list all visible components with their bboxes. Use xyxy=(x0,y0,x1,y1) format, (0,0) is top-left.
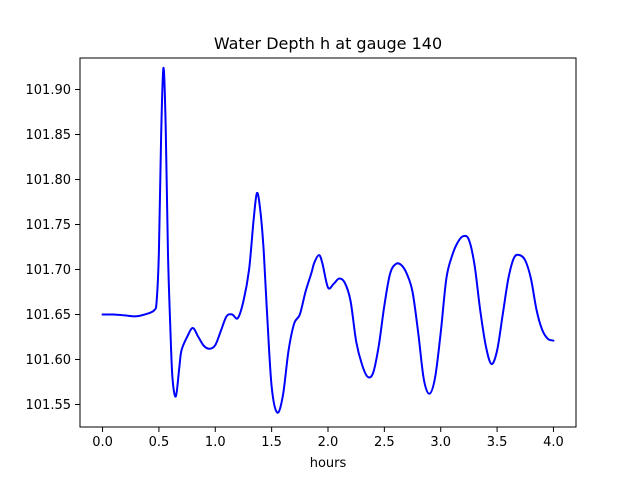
x-tick-label: 2.5 xyxy=(374,435,395,450)
x-tick-label: 0.0 xyxy=(92,435,113,450)
y-tick-label: 101.85 xyxy=(26,128,72,143)
y-tick-label: 101.65 xyxy=(26,308,72,323)
x-tick-label: 0.5 xyxy=(149,435,170,450)
x-tick-label: 1.5 xyxy=(261,435,282,450)
x-tick-label: 3.5 xyxy=(487,435,508,450)
chart-title: Water Depth h at gauge 140 xyxy=(214,34,442,53)
y-tick-label: 101.55 xyxy=(26,398,72,413)
x-axis: 0.0 0.5 1.0 1.5 2.0 2.5 3.0 3.5 4.0 xyxy=(92,427,564,450)
y-tick-label: 101.90 xyxy=(26,83,72,98)
x-tick-label: 3.0 xyxy=(430,435,451,450)
y-tick-label: 101.75 xyxy=(26,218,72,233)
x-tick-label: 1.0 xyxy=(205,435,226,450)
x-axis-label: hours xyxy=(310,456,347,471)
y-tick-label: 101.70 xyxy=(26,263,72,278)
y-axis: 101.55 101.60 101.65 101.70 101.75 101.80 101.… xyxy=(26,83,80,413)
x-tick-label: 4.0 xyxy=(543,435,564,450)
plot-frame xyxy=(79,57,577,428)
y-tick-label: 101.60 xyxy=(26,353,72,368)
x-tick-label: 2.0 xyxy=(318,435,339,450)
y-tick-label: 101.80 xyxy=(26,173,72,188)
plot-area xyxy=(80,58,576,427)
series-line xyxy=(101,66,555,414)
